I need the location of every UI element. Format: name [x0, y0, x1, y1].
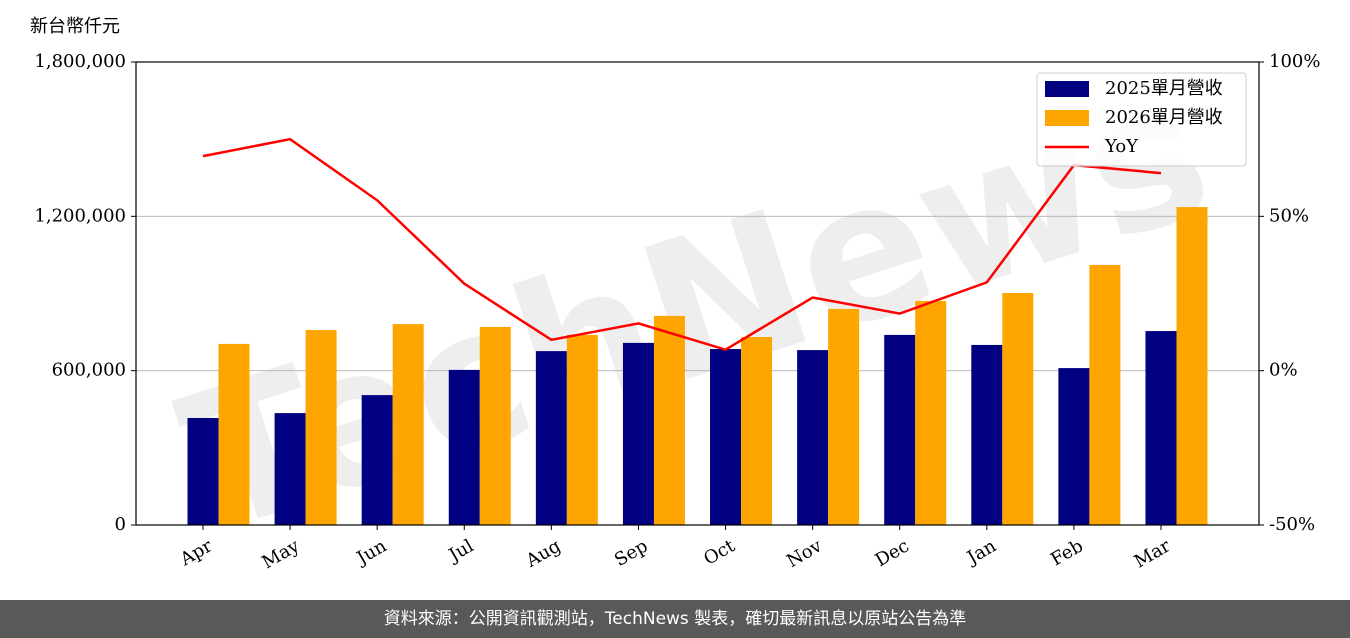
bar: [392, 324, 424, 525]
bar: [741, 336, 773, 525]
x-tick-label: Sep: [611, 535, 651, 570]
bar: [884, 334, 916, 525]
bar: [535, 351, 567, 525]
bar: [479, 326, 511, 525]
bar: [1176, 207, 1208, 525]
bar: [448, 369, 480, 525]
bar: [274, 413, 306, 525]
legend-swatch: [1045, 110, 1089, 126]
x-tick-label: Oct: [700, 535, 739, 570]
x-tick-label: Apr: [176, 535, 216, 570]
bar: [653, 315, 685, 525]
bar: [187, 417, 219, 525]
x-tick-label: Jun: [352, 535, 391, 570]
y-tick-label: 1,800,000: [34, 51, 126, 72]
y-axis-label: 新台幣仟元: [30, 16, 120, 37]
y2-tick-label: 100%: [1269, 51, 1320, 72]
legend-label: 2026單月營收: [1105, 107, 1223, 128]
x-tick-label: Jan: [962, 535, 1000, 569]
x-tick-label: Mar: [1131, 535, 1175, 572]
bar: [915, 300, 947, 525]
legend-swatch: [1045, 81, 1089, 97]
y2-tick-label: 50%: [1269, 205, 1309, 226]
y2-tick-label: -50%: [1269, 514, 1315, 535]
bar: [622, 342, 654, 525]
x-tick-label: Jul: [444, 535, 478, 567]
legend-label: YoY: [1104, 136, 1139, 157]
bar: [1089, 264, 1121, 525]
chart: 新台幣仟元 TechNews 0600,0001,200,0001,800,00…: [30, 16, 1320, 576]
bar: [971, 344, 1003, 525]
bar: [1002, 292, 1034, 525]
footer: 資料來源：公開資訊觀測站，TechNews 製表，確切最新訊息以原站公告為準: [0, 600, 1350, 638]
yoy-line: [202, 137, 1162, 352]
bar: [710, 349, 742, 525]
x-tick-label: Aug: [522, 535, 565, 572]
y-tick-label: 0: [115, 514, 126, 535]
y2-tick-label: 0%: [1269, 360, 1298, 381]
legend-box: [1036, 72, 1247, 167]
y-tick-label: 600,000: [52, 360, 126, 381]
plot-frame: [135, 61, 1260, 526]
bar: [218, 343, 250, 525]
y-tick-label: 1,200,000: [34, 205, 126, 226]
bar: [797, 350, 829, 525]
x-tick-label: Feb: [1047, 535, 1087, 570]
x-tick-label: Dec: [872, 535, 913, 571]
x-tick-label: Nov: [783, 535, 826, 572]
bar: [566, 334, 598, 525]
bar: [361, 395, 393, 525]
bar: [305, 330, 337, 525]
legend-label: 2025單月營收: [1105, 78, 1223, 99]
bar: [828, 308, 860, 525]
bar: [1058, 368, 1090, 525]
bar: [1145, 331, 1177, 525]
